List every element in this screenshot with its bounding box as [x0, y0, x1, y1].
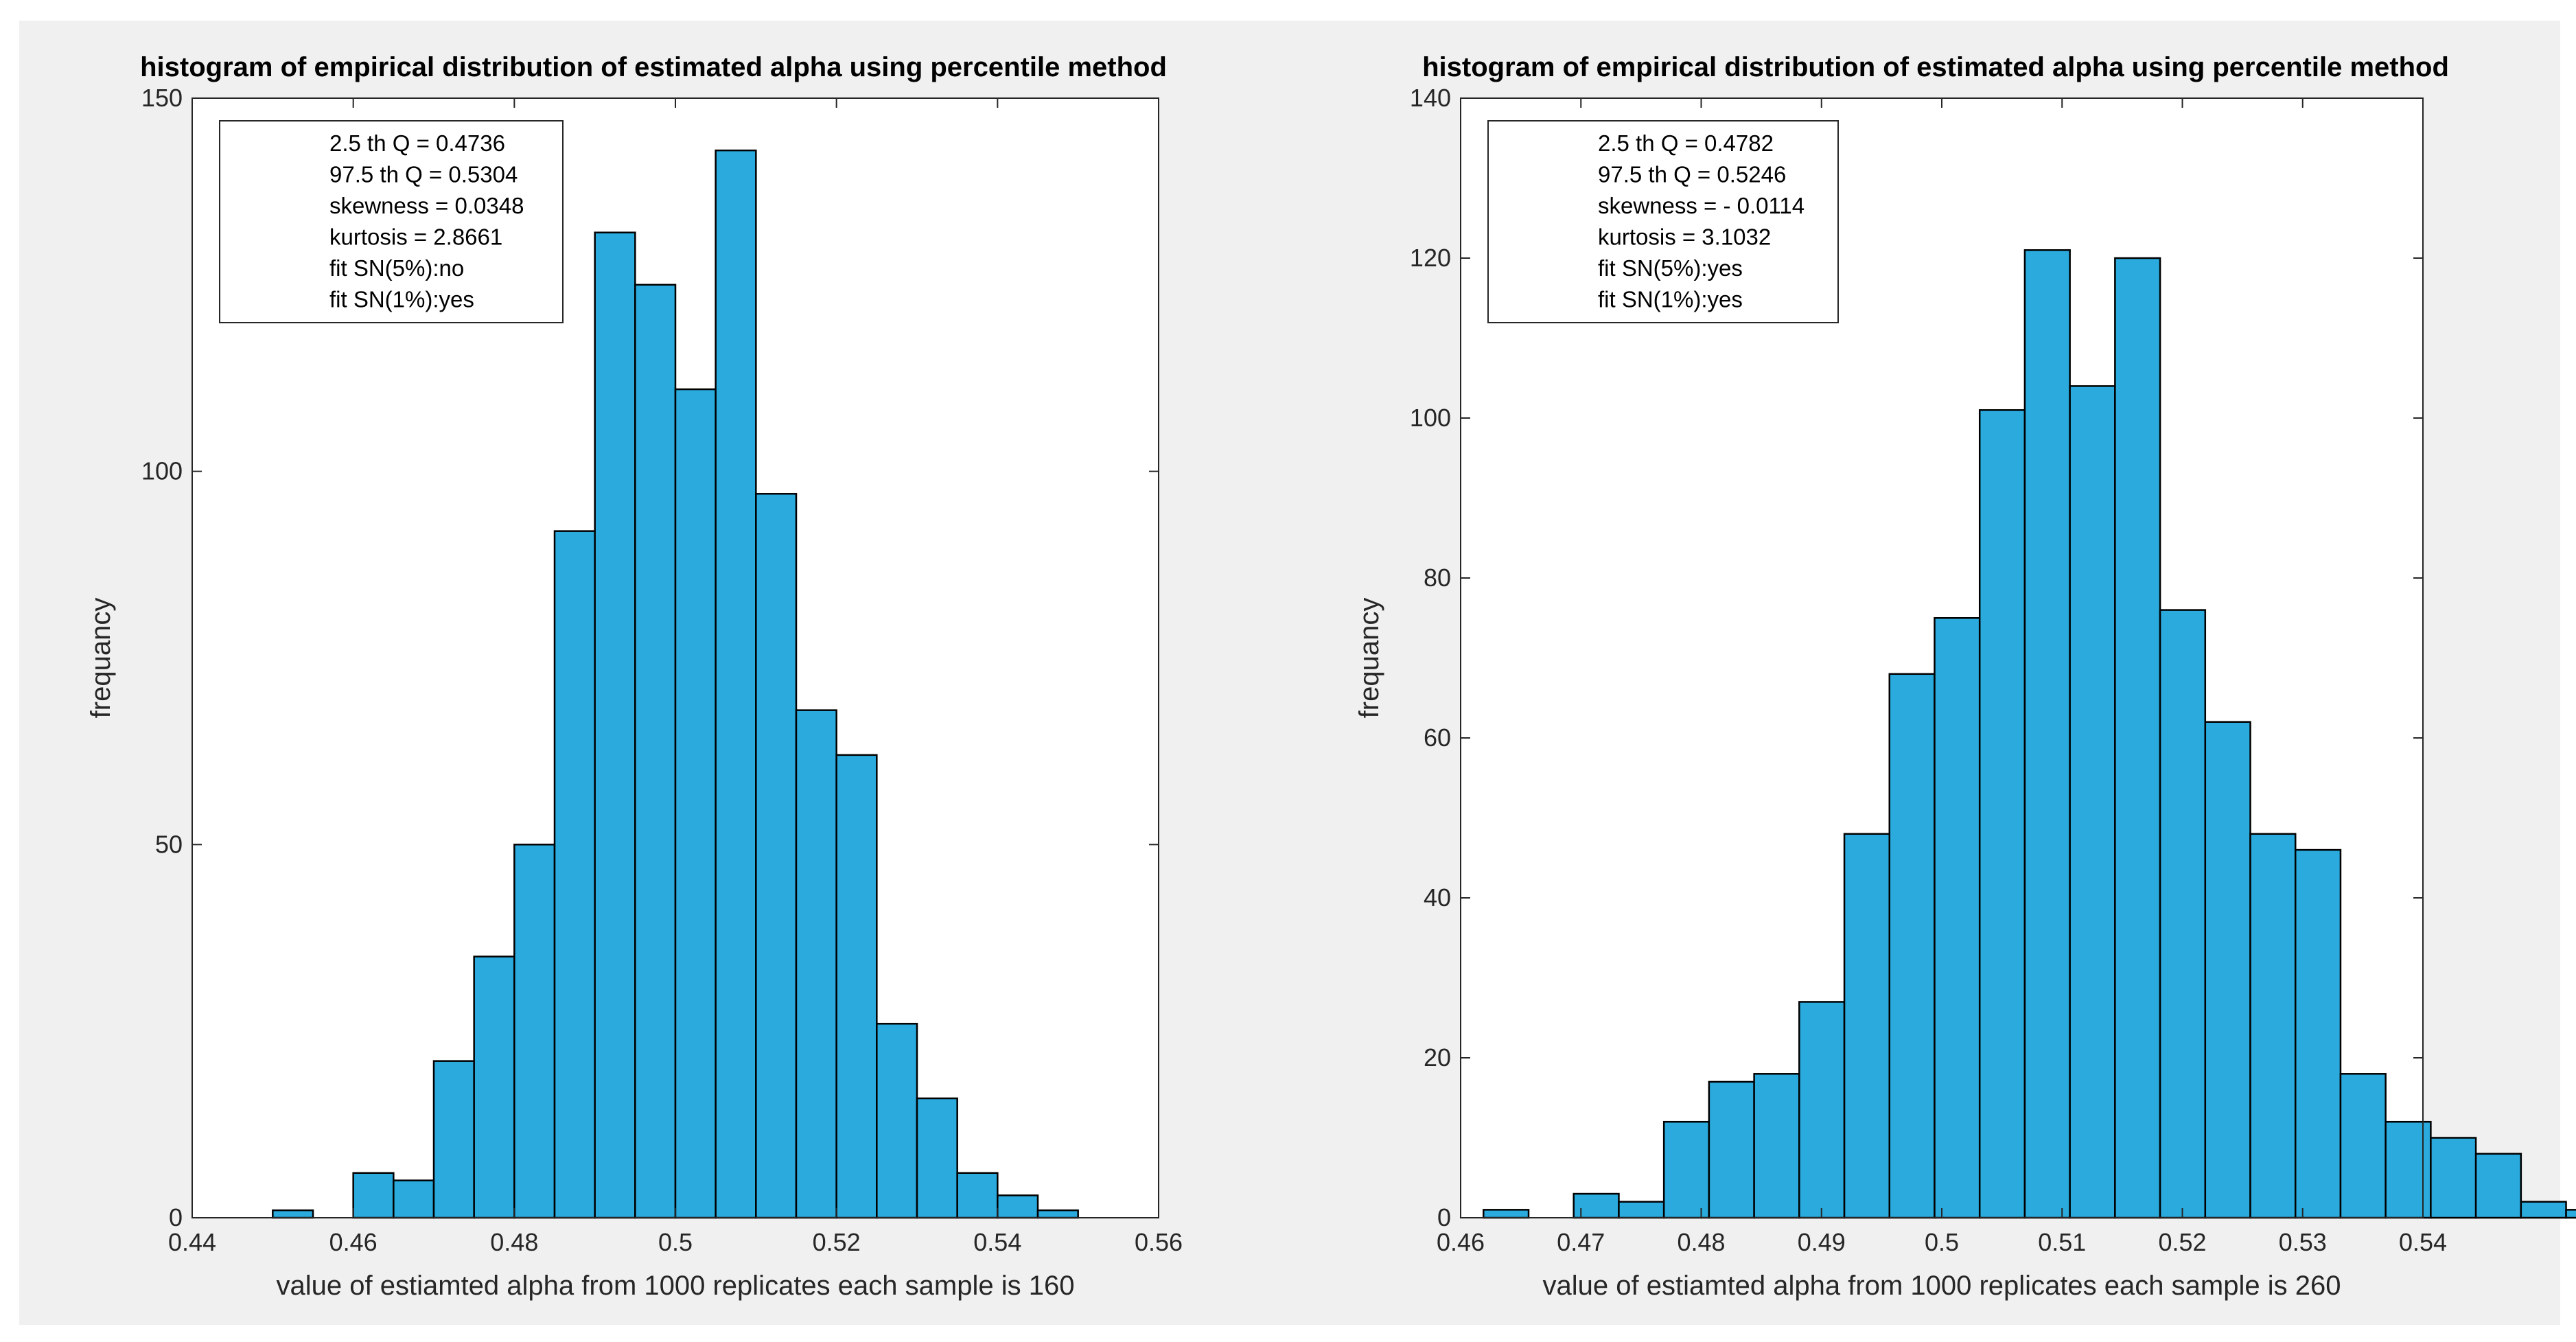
histogram-bar	[393, 1179, 435, 1219]
histogram-bar	[1798, 1001, 1846, 1219]
legend-entry: kurtosis = 2.8661	[329, 224, 502, 250]
histogram-bar	[2114, 257, 2161, 1219]
x-tick-label: 0.56	[1135, 1228, 1183, 1256]
histogram-bar	[2339, 1073, 2387, 1219]
histogram-bar	[352, 1172, 395, 1219]
histogram-bar	[473, 956, 515, 1219]
y-axis-label: frequancy	[86, 598, 116, 719]
histogram-bar	[1483, 1209, 1530, 1219]
y-tick-label: 100	[141, 457, 183, 485]
legend-entry: fit SN(5%):no	[329, 255, 464, 281]
histogram-bar	[997, 1194, 1039, 1219]
legend-entry: 2.5 th Q = 0.4782	[1598, 130, 1774, 156]
x-tick-label: 0.54	[973, 1228, 1021, 1256]
histogram-bar	[2520, 1201, 2567, 1219]
histogram-plot-left: 0.44 0.46 0.48 0.5 0.52 0.54 0.56 0 50 100 150hist…	[86, 52, 1183, 1301]
histogram-bar	[2069, 385, 2116, 1219]
x-tick-label: 0.5	[658, 1228, 693, 1256]
x-tick-label: 0.5	[1925, 1228, 1959, 1256]
histogram-bar	[2204, 721, 2251, 1219]
histogram-bar	[876, 1023, 918, 1219]
x-tick-label: 0.52	[2158, 1228, 2206, 1256]
y-tick-label: 50	[155, 830, 183, 858]
histogram-bar	[2474, 1153, 2522, 1219]
x-axis-label: value of estiamted alpha from 1000 repli…	[277, 1271, 1075, 1301]
histogram-bar	[1843, 833, 1891, 1219]
histogram-bar	[835, 754, 878, 1219]
y-tick-label: 40	[1424, 883, 1451, 912]
legend-entry: 97.5 th Q = 0.5246	[1598, 162, 1786, 187]
histogram-bar	[2294, 848, 2342, 1219]
histogram-bar	[916, 1097, 958, 1219]
histogram-bar	[2384, 1120, 2432, 1219]
histogram-plot-right: 0.46 0.47 0.48 0.49 0.5 0.51 0.52 0.53 0.54 0 20 40…	[1354, 52, 2576, 1301]
x-tick-label: 0.46	[329, 1228, 378, 1256]
x-tick-label: 0.46	[1437, 1228, 1485, 1256]
histogram-bar	[1934, 617, 1981, 1219]
y-tick-label: 0	[169, 1203, 183, 1231]
x-tick-label: 0.51	[2038, 1228, 2086, 1256]
histogram-bar	[755, 493, 798, 1219]
histogram-bar	[1888, 673, 1936, 1219]
y-tick-label: 150	[141, 84, 183, 112]
histogram-bar	[1036, 1209, 1079, 1219]
legend-entry: skewness = 0.0348	[329, 193, 524, 218]
x-tick-label: 0.44	[168, 1228, 216, 1256]
histogram-bar	[1618, 1201, 1665, 1219]
histogram-bar	[432, 1060, 475, 1219]
legend-entry: fit SN(5%):yes	[1598, 255, 1743, 281]
histogram-bar	[553, 530, 596, 1219]
histogram-bar	[2430, 1137, 2477, 1219]
chart-title: histogram of empirical distribution of e…	[140, 52, 1167, 82]
histogram-bar	[1753, 1073, 1800, 1219]
histogram-bar	[2565, 1209, 2576, 1219]
y-tick-label: 140	[1410, 84, 1451, 112]
histogram-bar	[795, 709, 837, 1219]
x-tick-label: 0.48	[1677, 1228, 1725, 1256]
histogram-bar	[1978, 409, 2026, 1219]
legend-box	[219, 120, 564, 323]
x-axis-label: value of estiamted alpha from 1000 repli…	[1543, 1271, 2341, 1301]
histogram-bar	[2159, 609, 2207, 1219]
histogram-bar	[2023, 249, 2071, 1219]
chart-title: histogram of empirical distribution of e…	[1422, 52, 2449, 82]
histogram-bar	[272, 1209, 314, 1219]
histogram-bar	[513, 844, 556, 1219]
histogram-bar	[2249, 833, 2297, 1219]
x-tick-label: 0.54	[2399, 1228, 2447, 1256]
y-tick-label: 20	[1424, 1043, 1451, 1072]
histogram-bar	[1662, 1120, 1710, 1219]
y-tick-label: 100	[1410, 404, 1451, 432]
histogram-bar	[674, 388, 717, 1219]
legend-entry: skewness = - 0.0114	[1598, 193, 1805, 218]
y-tick-label: 120	[1410, 244, 1451, 272]
x-tick-label: 0.47	[1557, 1228, 1605, 1256]
x-tick-label: 0.52	[813, 1228, 861, 1256]
legend-entry: 97.5 th Q = 0.5304	[329, 162, 518, 187]
histogram-bar	[634, 284, 677, 1219]
histogram-bar	[715, 149, 757, 1219]
legend-entry: fit SN(1%):yes	[329, 287, 474, 312]
histogram-bar	[956, 1172, 999, 1219]
y-axis-label: frequancy	[1354, 598, 1384, 719]
histogram-bar	[1708, 1080, 1755, 1219]
histogram-bar	[594, 231, 636, 1219]
y-tick-label: 60	[1424, 724, 1451, 752]
legend-entry: kurtosis = 3.1032	[1598, 224, 1771, 250]
legend-box	[1487, 120, 1839, 323]
x-tick-label: 0.49	[1798, 1228, 1846, 1256]
x-tick-label: 0.53	[2279, 1228, 2327, 1256]
x-tick-label: 0.48	[490, 1228, 538, 1256]
y-tick-label: 0	[1437, 1203, 1451, 1231]
y-tick-label: 80	[1424, 564, 1451, 592]
legend-entry: fit SN(1%):yes	[1598, 287, 1743, 312]
legend-entry: 2.5 th Q = 0.4736	[329, 130, 505, 156]
